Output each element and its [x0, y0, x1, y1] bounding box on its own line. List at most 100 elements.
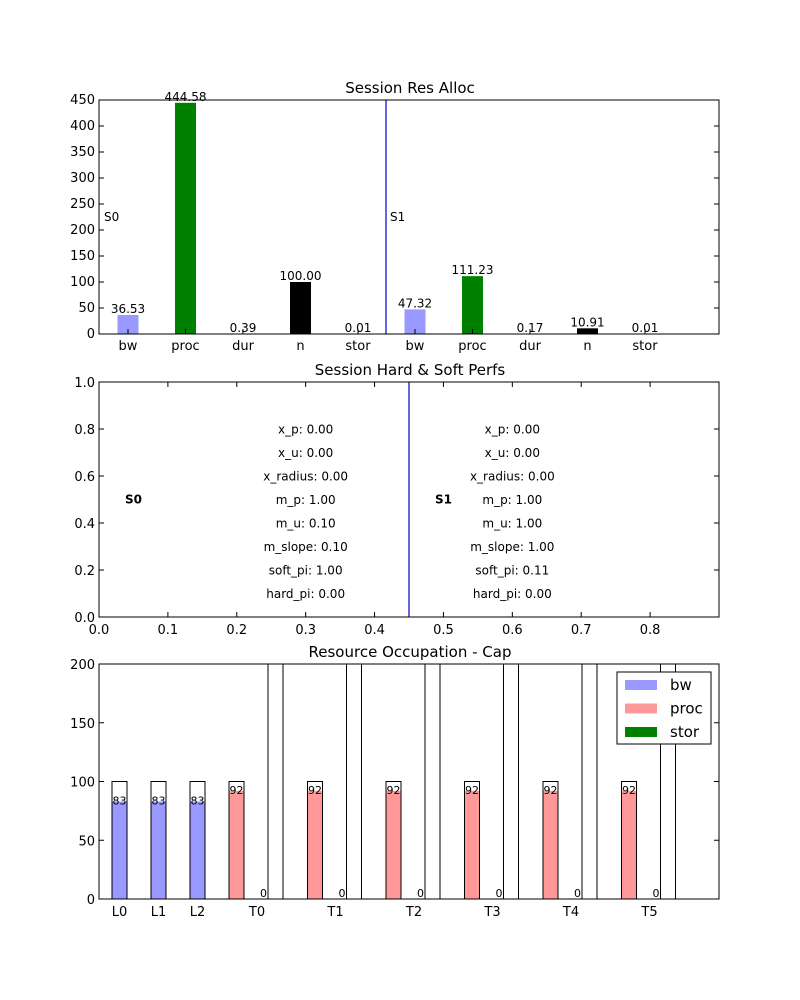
data-label: 83 — [191, 794, 205, 807]
y-tick-label: 200 — [70, 658, 95, 673]
x-tick-label: proc — [171, 339, 199, 354]
x-tick-label: n — [296, 339, 304, 354]
x-tick-label: 0.5 — [433, 623, 454, 638]
bar-bw — [151, 801, 166, 899]
chart-session-hard-soft-perfs: Session Hard & Soft Perfs 0.0 0.1 0.2 0.3 0.… — [74, 361, 720, 638]
y-tick-label: 0 — [87, 893, 95, 908]
x-tick-label: 0.6 — [502, 623, 523, 638]
data-label: 0.17 — [517, 321, 544, 335]
x-tick-label: L0 — [112, 905, 128, 920]
data-label: 92 — [387, 784, 401, 797]
x-tick-label: 0.7 — [571, 623, 592, 638]
data-label: 0 — [339, 887, 346, 900]
perf-text: x_u: 0.00 — [485, 446, 540, 460]
bar-bw — [190, 801, 205, 899]
x-tick-label: 0.1 — [158, 623, 179, 638]
perf-text: hard_pi: 0.00 — [266, 587, 345, 601]
bar-proc — [464, 790, 480, 899]
data-label: 0.01 — [345, 321, 372, 335]
y-tick-label: 0.2 — [74, 564, 95, 579]
legend-entry: stor — [670, 723, 700, 741]
perf-text: m_u: 1.00 — [482, 517, 542, 531]
bar-proc — [462, 276, 483, 334]
chart-title: Session Hard & Soft Perfs — [315, 361, 506, 379]
session-label: S1 — [435, 493, 452, 507]
y-tick-label: 1.0 — [74, 376, 95, 391]
perf-text: m_u: 0.10 — [276, 517, 336, 531]
bar-proc — [543, 790, 558, 899]
y-tick-label: 50 — [78, 301, 95, 316]
bar-n — [290, 282, 311, 334]
bar-bw — [117, 315, 139, 334]
data-label: 0.01 — [632, 321, 659, 335]
y-tick-label: 100 — [70, 776, 95, 791]
data-label: 0.39 — [230, 321, 257, 335]
x-tick-label: 0.4 — [364, 623, 385, 638]
plot-frame — [98, 381, 720, 618]
y-tick-label: 0.4 — [74, 517, 95, 532]
bar-proc — [229, 790, 244, 899]
x-tick-label: 0.0 — [89, 623, 110, 638]
y-tick-label: 150 — [70, 717, 95, 732]
perf-text: x_p: 0.00 — [485, 423, 540, 437]
session-label: S0 — [104, 210, 119, 224]
bar-bw — [404, 309, 426, 334]
y-tick-label: 350 — [70, 145, 95, 160]
legend-swatch — [625, 727, 657, 737]
perf-text: m_p: 1.00 — [482, 493, 542, 507]
chart-session-res-alloc: Session Res Alloc 0 50 100 150 200 250 300 350 4… — [70, 79, 720, 354]
y-tick-label: 0.6 — [74, 470, 95, 485]
data-label: 83 — [152, 794, 166, 807]
x-tick-label: bw — [406, 339, 425, 354]
data-label: 0 — [574, 887, 581, 900]
y-tick-label: 150 — [70, 249, 95, 264]
legend: bw proc stor — [616, 671, 712, 745]
y-tick-label: 200 — [70, 223, 95, 238]
x-tick-label: L2 — [190, 905, 206, 920]
x-tick-label: stor — [345, 339, 371, 354]
legend-entry: bw — [670, 676, 692, 694]
perf-text: x_radius: 0.00 — [470, 470, 555, 484]
chart-resource-occupation: Resource Occupation - Cap 0 50 100 150 200 83… — [70, 643, 720, 920]
x-tick-label: n — [583, 339, 591, 354]
x-tick-label: 0.2 — [226, 623, 247, 638]
legend-swatch — [625, 703, 657, 714]
legend-swatch — [625, 680, 657, 690]
chart-title: Session Res Alloc — [345, 79, 475, 97]
x-tick-label: T2 — [405, 905, 422, 920]
perf-text: x_u: 0.00 — [278, 446, 333, 460]
perf-text: m_slope: 1.00 — [470, 540, 554, 554]
perf-text: soft_pi: 0.11 — [475, 564, 549, 578]
plot-area: 0 50 100 150 200 83 L0 83 L1 83 L2 92 0 T0 92 0 T1 92 0 T2 9… — [70, 658, 719, 920]
x-tick-label: T3 — [483, 905, 500, 920]
y-tick-label: 300 — [70, 171, 95, 186]
y-tick-label: 450 — [70, 93, 95, 108]
data-label: 444.58 — [165, 90, 207, 104]
perf-text: soft_pi: 1.00 — [269, 564, 343, 578]
bar-proc — [175, 102, 196, 335]
x-tick-label: proc — [458, 339, 486, 354]
perf-text: x_p: 0.00 — [278, 423, 333, 437]
perf-text: x_radius: 0.00 — [263, 470, 348, 484]
y-tick-label: 0.0 — [74, 611, 95, 626]
plot-frame — [98, 99, 720, 335]
data-label: 92 — [622, 784, 636, 797]
y-tick-label: 250 — [70, 197, 95, 212]
data-label: 92 — [308, 784, 322, 797]
y-tick-label: 400 — [70, 119, 95, 134]
y-tick-label: 100 — [70, 275, 95, 290]
perf-text: m_slope: 0.10 — [264, 540, 348, 554]
bar-proc — [307, 790, 323, 899]
data-label: 0 — [653, 887, 660, 900]
data-label: 0 — [496, 887, 503, 900]
data-label: 10.91 — [570, 315, 604, 329]
x-tick-label: 0.3 — [295, 623, 316, 638]
x-tick-label: L1 — [151, 905, 167, 920]
data-label: 92 — [230, 784, 244, 797]
data-label: 83 — [113, 794, 127, 807]
y-tick-label: 50 — [78, 834, 95, 849]
x-tick-label: T5 — [640, 905, 657, 920]
y-tick-label: 0.8 — [74, 423, 95, 438]
perf-text: m_p: 1.00 — [276, 493, 336, 507]
